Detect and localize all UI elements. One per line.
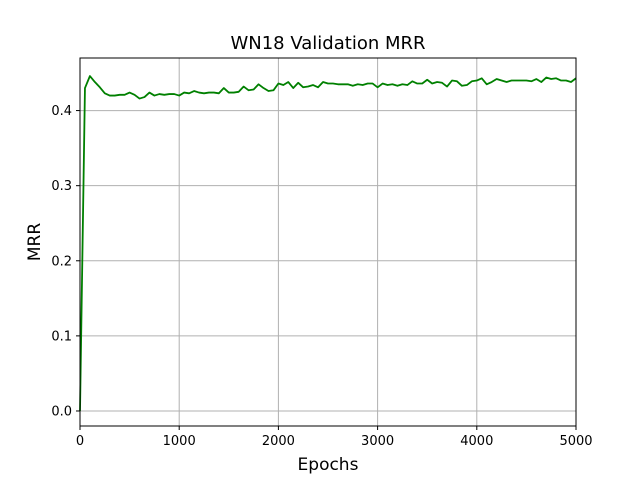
chart-title: WN18 Validation MRR	[230, 33, 425, 54]
series-line	[79, 75, 577, 411]
x-axis-label: Epochs	[298, 455, 359, 475]
y-tick-label: 0.2	[51, 254, 72, 269]
y-tick-label: 0.3	[51, 179, 72, 194]
x-tick-label: 3000	[361, 434, 394, 449]
x-tick-label: 4000	[460, 434, 493, 449]
y-tick-label: 0.1	[51, 329, 72, 344]
x-tick-label: 0	[76, 434, 84, 449]
y-axis: 0.0 0.1 0.2 0.3 0.4	[51, 104, 80, 419]
grid-lines	[79, 58, 577, 426]
y-tick-label: 0.4	[51, 104, 72, 119]
plot-frame	[79, 57, 577, 427]
series-layer	[79, 75, 577, 411]
x-tick-label: 2000	[262, 434, 295, 449]
x-tick-label: 5000	[559, 434, 592, 449]
x-axis: 0 1000 2000 3000 4000 5000	[76, 426, 593, 449]
x-tick-label: 1000	[163, 434, 196, 449]
y-axis-label: MRR	[25, 223, 45, 261]
y-tick-label: 0.0	[51, 404, 72, 419]
